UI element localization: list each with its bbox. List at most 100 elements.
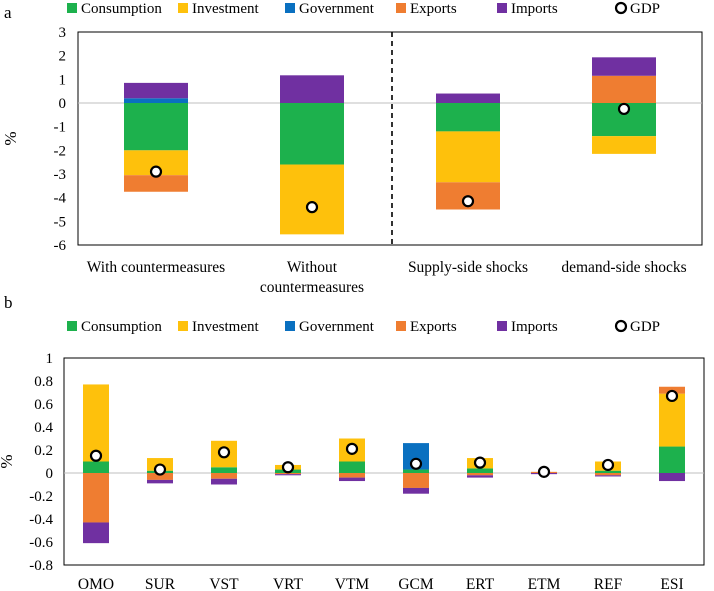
gdp-marker <box>461 195 475 208</box>
bars <box>124 57 656 235</box>
legend-item-consumption: Consumption <box>67 1 162 17</box>
y-tick-label: 0 <box>59 96 67 112</box>
legend-swatch-government <box>285 3 295 13</box>
legend-item-government: Government <box>285 1 375 17</box>
category-label-line: ESI <box>660 576 683 591</box>
category-label-line: VRT <box>273 576 304 591</box>
legend-marker-gdp <box>614 1 628 15</box>
category-label-line: With countermeasures <box>87 259 225 276</box>
bar-segment-imports <box>83 522 109 544</box>
legend-item-gdp: GDP <box>614 319 660 335</box>
gdp-marker <box>217 446 231 459</box>
y-tick-label: -0.2 <box>29 489 53 505</box>
legend: Consumption Investment Government Exports Im… <box>67 319 660 335</box>
legend-label-gdp: GDP <box>630 1 660 17</box>
category-label: GCM <box>398 576 434 591</box>
legend-item-investment: Investment <box>178 1 259 17</box>
legend-swatch-imports <box>497 3 507 13</box>
y-tick-label: -2 <box>54 143 67 159</box>
legend-item-imports: Imports <box>497 1 558 17</box>
category-label-line: GCM <box>398 576 434 591</box>
legend-swatch-imports <box>497 321 507 331</box>
panel-label: a <box>4 3 12 22</box>
legend-item-imports: Imports <box>497 319 558 335</box>
bars <box>83 384 685 544</box>
y-tick-label: -4 <box>54 191 67 207</box>
legend-swatch-investment <box>178 3 188 13</box>
category-label-line: countermeasures <box>260 279 364 296</box>
bar-segment-exports <box>595 473 621 476</box>
legend-swatch-consumption <box>67 3 77 13</box>
category-label-line: Supply-side shocks <box>408 259 528 276</box>
category-label: demand-side shocks <box>561 259 686 276</box>
legend-item-government: Government <box>285 319 375 335</box>
legend-label-government: Government <box>299 1 375 17</box>
bar-segment-investment <box>592 136 656 154</box>
y-tick-label: -0.8 <box>29 558 53 574</box>
bar-segment-imports <box>124 82 188 99</box>
bar-segment-consumption <box>339 461 365 473</box>
category-label-line: VTM <box>335 576 370 591</box>
bar-segment-exports <box>275 473 301 475</box>
legend-swatch-investment <box>178 321 188 331</box>
legend-swatch-exports <box>396 321 406 331</box>
bar-segment-exports <box>147 473 173 480</box>
gdp-marker <box>153 463 167 476</box>
category-label-line: SUR <box>145 576 176 591</box>
y-tick-label: -0.4 <box>29 512 53 528</box>
y-tick-label: 0 <box>46 466 54 482</box>
category-label-line: OMO <box>78 576 114 591</box>
bar-segment-imports <box>339 477 365 482</box>
legend-label-consumption: Consumption <box>81 1 162 17</box>
bar-segment-exports <box>339 473 365 478</box>
y-tick-label: 0.6 <box>34 397 53 413</box>
category-label-line: ETM <box>528 576 561 591</box>
bar-segment-exports <box>592 75 656 103</box>
legend-item-consumption: Consumption <box>67 319 162 335</box>
bar-segment-imports <box>275 474 301 476</box>
plot-frame <box>77 31 703 246</box>
y-tick-label: 0.4 <box>34 420 53 436</box>
category-label-line: VST <box>209 576 239 591</box>
legend-label-gdp: GDP <box>630 319 660 335</box>
legend-item-investment: Investment <box>178 319 259 335</box>
legend-label-imports: Imports <box>511 319 558 335</box>
y-tick-label: -6 <box>54 238 67 254</box>
category-label: SUR <box>145 576 176 591</box>
gdp-marker <box>409 457 423 470</box>
y-tick-label: 1 <box>46 351 54 367</box>
y-tick-label: 1 <box>59 72 67 88</box>
bar-segment-consumption <box>659 446 685 473</box>
bar-segment-exports <box>403 473 429 488</box>
bar-segment-investment <box>436 131 500 183</box>
chart-panel-a: a Consumption Investment Government Exports I… <box>1 1 703 296</box>
y-axis: -0.8 -0.6 -0.4 -0.2 0 0.2 0.4 0.6 0.8 1% <box>0 351 54 574</box>
gdp-marker <box>89 449 103 462</box>
bar-segment-consumption <box>403 469 429 473</box>
category-label-line: ERT <box>466 576 495 591</box>
panel-label: b <box>4 293 13 312</box>
bar-segment-imports <box>403 487 429 494</box>
y-tick-label: 0.8 <box>34 374 53 390</box>
bar-segment-imports <box>280 75 344 103</box>
gdp-marker <box>537 465 551 478</box>
legend: Consumption Investment Government Exports Im… <box>67 1 660 17</box>
legend-item-exports: Exports <box>396 1 457 17</box>
category-label: VST <box>209 576 239 591</box>
legend-label-consumption: Consumption <box>81 319 162 335</box>
category-label: Supply-side shocks <box>408 259 528 276</box>
bar-segment-consumption <box>280 103 344 165</box>
y-axis-title: % <box>1 131 20 145</box>
bar-segment-consumption <box>211 467 237 473</box>
category-label: REF <box>594 576 623 591</box>
category-label-line: demand-side shocks <box>561 259 686 276</box>
legend-swatch-consumption <box>67 321 77 331</box>
bar-segment-imports <box>467 475 493 478</box>
category-label: VRT <box>273 576 304 591</box>
gdp-marker <box>305 201 319 214</box>
gdp-marker <box>665 389 679 403</box>
legend-swatch-government <box>285 321 295 331</box>
category-label: OMO <box>78 576 114 591</box>
legend-item-exports: Exports <box>396 319 457 335</box>
gdp-marker <box>345 442 359 455</box>
